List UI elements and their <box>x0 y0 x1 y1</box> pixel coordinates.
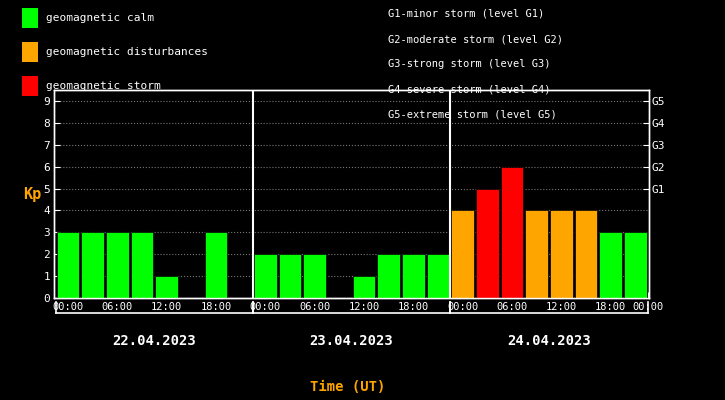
Bar <box>204 232 228 298</box>
Bar <box>402 254 425 298</box>
Bar <box>600 232 622 298</box>
Text: Time (UT): Time (UT) <box>310 380 386 394</box>
Bar <box>254 254 277 298</box>
Bar <box>476 188 499 298</box>
Bar <box>352 276 376 298</box>
Text: 22.04.2023: 22.04.2023 <box>112 334 196 348</box>
Bar <box>426 254 450 298</box>
Bar <box>155 276 178 298</box>
Bar <box>451 210 474 298</box>
Text: G2-moderate storm (level G2): G2-moderate storm (level G2) <box>388 34 563 44</box>
Bar <box>81 232 104 298</box>
Text: 23.04.2023: 23.04.2023 <box>310 334 394 348</box>
Bar <box>130 232 153 298</box>
Text: geomagnetic calm: geomagnetic calm <box>46 13 154 23</box>
Bar <box>303 254 326 298</box>
Bar <box>377 254 400 298</box>
Text: G4-severe storm (level G4): G4-severe storm (level G4) <box>388 84 550 94</box>
Bar <box>106 232 128 298</box>
Text: G5-extreme storm (level G5): G5-extreme storm (level G5) <box>388 110 557 120</box>
Text: G1-minor storm (level G1): G1-minor storm (level G1) <box>388 9 544 19</box>
Bar <box>624 232 647 298</box>
Y-axis label: Kp: Kp <box>23 186 41 202</box>
Bar <box>526 210 548 298</box>
Text: geomagnetic storm: geomagnetic storm <box>46 81 161 91</box>
Bar <box>550 210 573 298</box>
Text: geomagnetic disturbances: geomagnetic disturbances <box>46 47 208 57</box>
Bar <box>575 210 597 298</box>
Text: 24.04.2023: 24.04.2023 <box>507 334 591 348</box>
Text: G3-strong storm (level G3): G3-strong storm (level G3) <box>388 60 550 70</box>
Bar <box>501 167 523 298</box>
Bar <box>278 254 302 298</box>
Bar <box>57 232 79 298</box>
